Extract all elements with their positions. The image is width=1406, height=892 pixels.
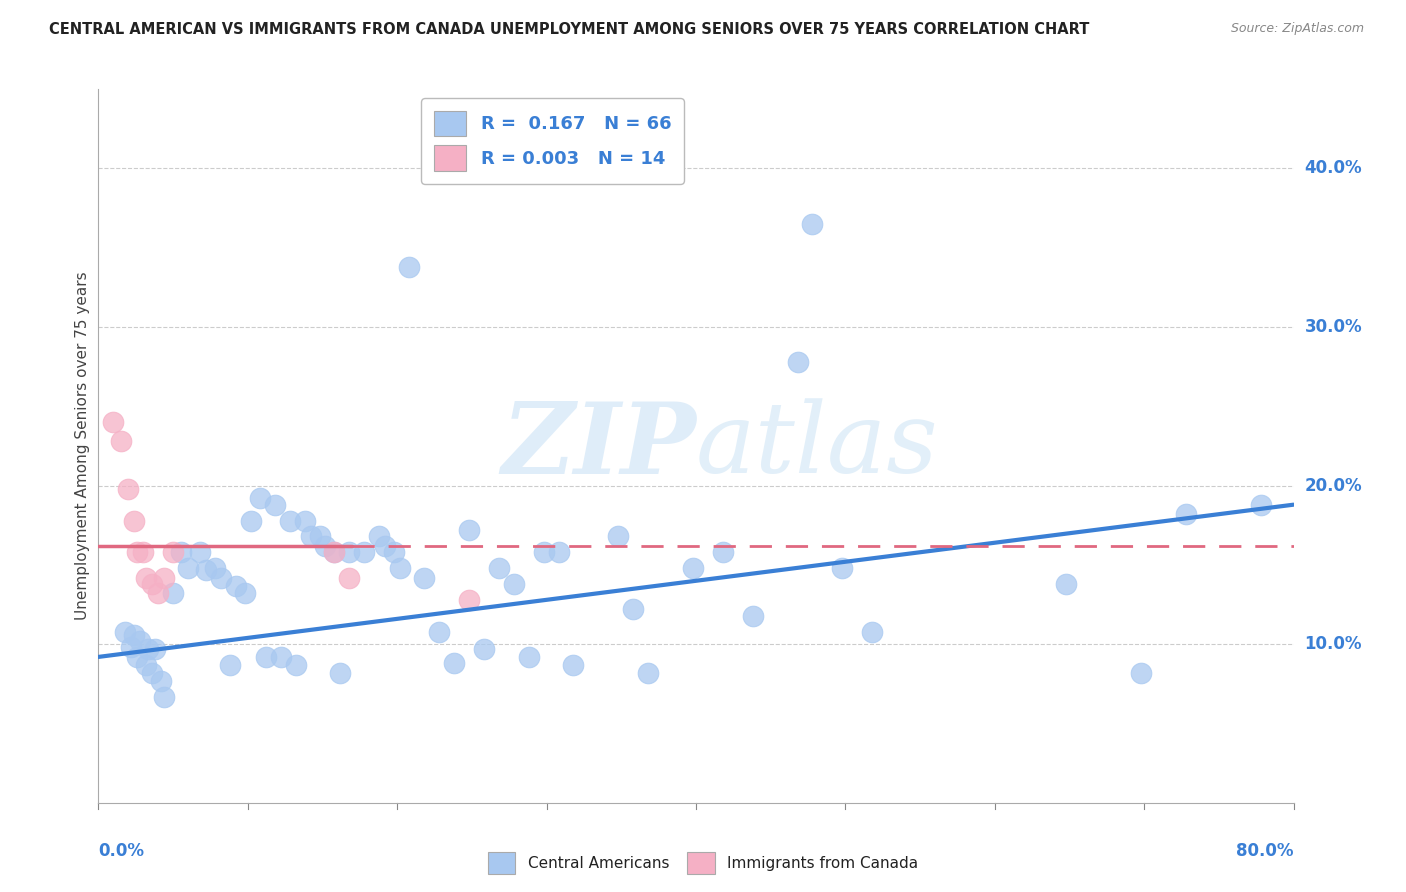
Point <box>389 561 412 575</box>
Legend: Central Americans, Immigrants from Canada: Central Americans, Immigrants from Canad… <box>482 846 924 880</box>
Point <box>488 561 510 575</box>
Point <box>860 624 883 639</box>
Point <box>284 657 307 672</box>
Point <box>150 673 173 688</box>
Text: atlas: atlas <box>696 399 939 493</box>
Text: 30.0%: 30.0% <box>1305 318 1362 336</box>
Point <box>427 624 450 639</box>
Point <box>233 586 256 600</box>
Point <box>129 634 152 648</box>
Text: 0.0%: 0.0% <box>98 842 145 860</box>
Point <box>339 571 361 585</box>
Point <box>117 482 139 496</box>
Point <box>219 657 242 672</box>
Point <box>141 577 163 591</box>
Point <box>239 514 262 528</box>
Point <box>127 649 149 664</box>
Point <box>741 608 763 623</box>
Point <box>110 434 132 449</box>
Point <box>263 498 285 512</box>
Point <box>374 539 396 553</box>
Point <box>517 649 540 664</box>
Point <box>562 657 585 672</box>
Point <box>294 514 316 528</box>
Point <box>801 217 824 231</box>
Point <box>169 545 191 559</box>
Point <box>458 592 481 607</box>
Point <box>249 491 271 506</box>
Point <box>786 355 808 369</box>
Point <box>153 571 176 585</box>
Point <box>329 665 352 680</box>
Point <box>621 602 644 616</box>
Point <box>143 642 166 657</box>
Point <box>323 545 346 559</box>
Text: ZIP: ZIP <box>501 398 696 494</box>
Point <box>204 561 226 575</box>
Point <box>114 624 136 639</box>
Point <box>547 545 569 559</box>
Point <box>398 260 420 274</box>
Point <box>1130 665 1153 680</box>
Point <box>127 545 149 559</box>
Point <box>177 561 200 575</box>
Point <box>153 690 176 704</box>
Point <box>209 571 232 585</box>
Point <box>141 665 163 680</box>
Point <box>443 657 465 671</box>
Point <box>162 545 184 559</box>
Point <box>637 665 659 680</box>
Point <box>353 545 375 559</box>
Point <box>188 545 211 559</box>
Legend: R =  0.167   N = 66, R = 0.003   N = 14: R = 0.167 N = 66, R = 0.003 N = 14 <box>422 98 683 184</box>
Point <box>278 514 301 528</box>
Point <box>148 586 170 600</box>
Point <box>120 640 142 655</box>
Point <box>135 571 157 585</box>
Point <box>124 628 146 642</box>
Point <box>124 514 146 528</box>
Point <box>382 545 405 559</box>
Point <box>103 415 125 429</box>
Point <box>225 578 247 592</box>
Point <box>254 649 277 664</box>
Point <box>136 642 159 657</box>
Point <box>339 545 361 559</box>
Point <box>1250 498 1272 512</box>
Text: Source: ZipAtlas.com: Source: ZipAtlas.com <box>1230 22 1364 36</box>
Point <box>299 529 322 543</box>
Point <box>1175 507 1198 521</box>
Point <box>270 649 292 664</box>
Point <box>135 657 157 672</box>
Text: CENTRAL AMERICAN VS IMMIGRANTS FROM CANADA UNEMPLOYMENT AMONG SENIORS OVER 75 YE: CENTRAL AMERICAN VS IMMIGRANTS FROM CANA… <box>49 22 1090 37</box>
Y-axis label: Unemployment Among Seniors over 75 years: Unemployment Among Seniors over 75 years <box>75 272 90 620</box>
Point <box>132 545 155 559</box>
Point <box>458 523 481 537</box>
Point <box>711 545 734 559</box>
Point <box>502 577 524 591</box>
Point <box>195 563 218 577</box>
Point <box>472 642 495 657</box>
Point <box>682 561 704 575</box>
Point <box>368 529 391 543</box>
Point <box>315 539 337 553</box>
Text: 20.0%: 20.0% <box>1305 476 1362 495</box>
Text: 40.0%: 40.0% <box>1305 160 1362 178</box>
Point <box>308 529 330 543</box>
Text: 80.0%: 80.0% <box>1236 842 1294 860</box>
Point <box>533 545 555 559</box>
Point <box>162 586 184 600</box>
Text: 10.0%: 10.0% <box>1305 635 1362 653</box>
Point <box>323 545 346 559</box>
Point <box>831 561 853 575</box>
Point <box>607 529 630 543</box>
Point <box>1056 577 1078 591</box>
Point <box>413 571 436 585</box>
